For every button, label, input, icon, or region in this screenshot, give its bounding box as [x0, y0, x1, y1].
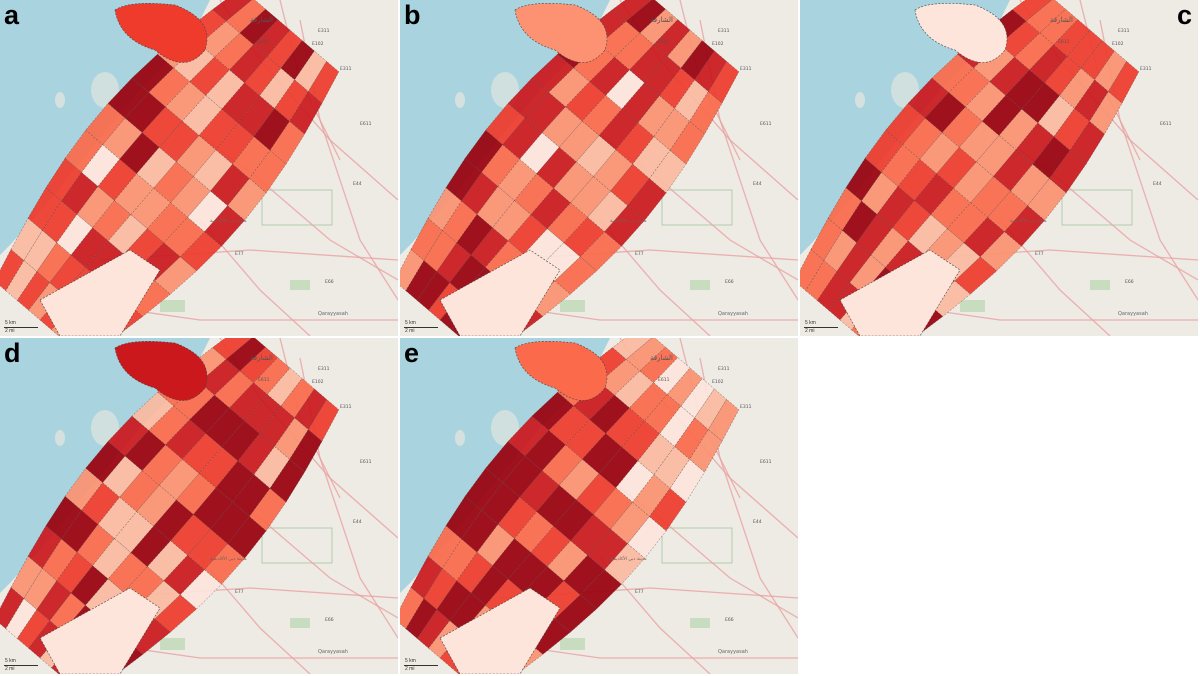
city-label: Qarayyasah [718, 311, 748, 317]
map-panel-b: الشارقة Qarayyasah مدينة دبي الأكاديمية E31… [400, 0, 798, 336]
map-svg-d: الشارقة Qarayyasah مدينة دبي الأكاديمية E31… [0, 338, 398, 674]
map-panel-d: الشارقة Qarayyasah مدينة دبي الأكاديمية E31… [0, 338, 398, 674]
scale-bar: 5 km 2 mi [804, 320, 838, 334]
scale-bottom-label: 2 mi [805, 328, 815, 334]
road-label: E77 [235, 251, 244, 257]
road-label: E77 [235, 589, 244, 595]
road-label: E311 [740, 66, 752, 72]
panel-label-d: d [4, 338, 21, 368]
road-label: E611 [658, 39, 670, 45]
road-label: E77 [635, 589, 644, 595]
city-label: Qarayyasah [318, 649, 348, 655]
road-label: E611 [658, 377, 670, 383]
map-svg-c: الشارقة Qarayyasah مدينة دبي الأكاديمية E31… [800, 0, 1198, 336]
road-label: E66 [1125, 279, 1134, 285]
panel-label-a: a [4, 0, 20, 30]
road-label: E311 [340, 404, 352, 410]
road-label: E611 [760, 459, 772, 465]
city-label: Qarayyasah [718, 649, 748, 655]
road-label: E44 [1153, 181, 1162, 187]
road-label: E66 [325, 279, 334, 285]
road-label: E44 [353, 181, 362, 187]
road-label: E311 [318, 366, 330, 372]
sharjah-label: الشارقة [250, 16, 273, 24]
scale-bottom-label: 2 mi [405, 666, 415, 672]
sharjah-label: الشارقة [1050, 16, 1073, 24]
road-label: E102 [312, 41, 324, 47]
scale-bar: 5 km 2 mi [4, 320, 38, 334]
map-svg-e: الشارقة Qarayyasah مدينة دبي الأكاديمية E31… [400, 338, 798, 674]
scale-top-label: 5 km [805, 320, 816, 326]
sharjah-label: الشارقة [650, 354, 673, 362]
road-label: E311 [718, 366, 730, 372]
sharjah-label: الشارقة [650, 16, 673, 24]
map-panel-c: الشارقة Qarayyasah مدينة دبي الأكاديمية E31… [800, 0, 1198, 336]
panel-label-b: b [404, 0, 421, 30]
scale-top-label: 5 km [5, 658, 16, 664]
scale-top-label: 5 km [405, 320, 416, 326]
road-label: E311 [318, 28, 330, 34]
panel-label-e: e [404, 338, 420, 368]
road-label: E311 [740, 404, 752, 410]
scale-top-label: 5 km [5, 320, 16, 326]
city-label: Qarayyasah [1118, 311, 1148, 317]
road-label: E66 [725, 617, 734, 623]
road-label: E77 [635, 251, 644, 257]
road-label: E611 [360, 121, 372, 127]
road-label: E77 [1035, 251, 1044, 257]
scale-bottom-label: 2 mi [405, 328, 415, 334]
scale-bar: 5 km 2 mi [404, 658, 438, 672]
map-svg-a: الشارقة Qarayyasah مدينة دبي الأكاديمية E31… [0, 0, 398, 336]
scale-bar: 5 km 2 mi [4, 658, 38, 672]
map-panel-a: الشارقة Qarayyasah مدينة دبي الأكاديمية E31… [0, 0, 398, 336]
road-label: E44 [753, 181, 762, 187]
road-label: E66 [325, 617, 334, 623]
road-label: E102 [712, 41, 724, 47]
scale-bottom-label: 2 mi [5, 328, 15, 334]
city-label: Qarayyasah [318, 311, 348, 317]
campus-label: مدينة دبي الأكاديمية [210, 555, 247, 562]
road-label: E611 [360, 459, 372, 465]
panel-label-c: c [1176, 0, 1192, 30]
road-label: E311 [1140, 66, 1152, 72]
scale-bar: 5 km 2 mi [404, 320, 438, 334]
map-svg-b: الشارقة Qarayyasah مدينة دبي الأكاديمية E31… [400, 0, 798, 336]
road-label: E611 [1058, 39, 1070, 45]
road-label: E311 [718, 28, 730, 34]
scale-top-label: 5 km [405, 658, 416, 664]
road-label: E311 [1118, 28, 1130, 34]
road-label: E311 [340, 66, 352, 72]
scale-bottom-label: 2 mi [5, 666, 15, 672]
road-label: E102 [1112, 41, 1124, 47]
road-label: E611 [258, 39, 270, 45]
campus-label: مدينة دبي الأكاديمية [210, 217, 247, 224]
sharjah-label: الشارقة [250, 354, 273, 362]
road-label: E66 [725, 279, 734, 285]
campus-label: مدينة دبي الأكاديمية [610, 555, 647, 562]
map-panel-e: الشارقة Qarayyasah مدينة دبي الأكاديمية E31… [400, 338, 798, 674]
campus-label: مدينة دبي الأكاديمية [1010, 217, 1047, 224]
road-label: E102 [712, 379, 724, 385]
road-label: E611 [760, 121, 772, 127]
campus-label: مدينة دبي الأكاديمية [610, 217, 647, 224]
road-label: E102 [312, 379, 324, 385]
road-label: E611 [1160, 121, 1172, 127]
road-label: E44 [353, 519, 362, 525]
road-label: E611 [258, 377, 270, 383]
road-label: E44 [753, 519, 762, 525]
